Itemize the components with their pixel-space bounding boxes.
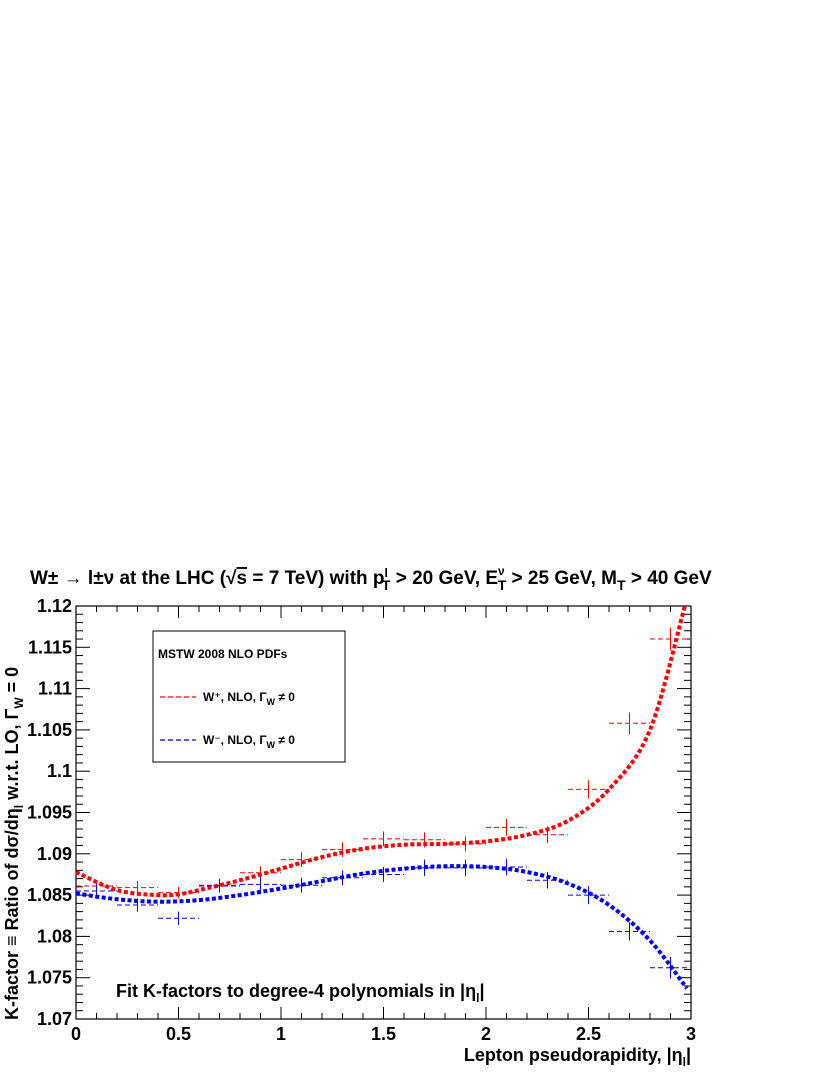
y-tick-label: 1.11	[38, 679, 72, 699]
data-point-wminus	[650, 957, 691, 979]
data-point-wplus	[527, 826, 568, 844]
data-point-wminus	[568, 886, 609, 905]
y-axis-ticks: 1.07 1.075 1.08 1.085 1.09 1.095 1.1 1.105 1.11 1…	[27, 596, 691, 1029]
y-tick-label: 1.12	[37, 596, 72, 616]
y-tick-label: 1.1	[47, 761, 72, 781]
data-point-wminus	[322, 870, 363, 886]
y-tick-label: 1.095	[27, 803, 72, 823]
y-tick-label: 1.105	[27, 720, 72, 740]
data-point-wminus	[609, 922, 650, 941]
data-point-wplus	[322, 842, 363, 858]
chart-title: W± → l±ν at the LHC (√s = 7 TeV) with pl…	[30, 564, 712, 593]
fit-curves	[75, 605, 689, 990]
data-point-wplus	[609, 712, 650, 735]
data-point-wminus	[199, 879, 240, 893]
data-point-wplus	[117, 881, 158, 895]
x-tick-label: 1	[276, 1024, 286, 1044]
y-tick-label: 1.07	[37, 1009, 72, 1029]
x-tick-label: 1.5	[371, 1024, 396, 1044]
legend-label-wplus: W⁺, NLO, ΓW ≠ 0	[203, 690, 295, 707]
data-points	[76, 627, 691, 979]
data-point-wminus	[158, 911, 199, 925]
x-axis-label: Lepton pseudorapidity, |ηl|	[464, 1045, 691, 1069]
y-tick-label: 1.08	[37, 926, 72, 946]
x-tick-label: 0	[71, 1024, 81, 1044]
data-point-wplus	[363, 831, 404, 847]
data-point-wminus	[404, 859, 445, 877]
data-point-wminus	[281, 877, 322, 893]
data-point-wplus	[281, 852, 322, 868]
data-point-wminus	[445, 859, 486, 877]
data-point-wminus	[76, 884, 117, 898]
x-tick-label: 0.5	[166, 1024, 191, 1044]
y-tick-label: 1.075	[27, 968, 72, 988]
fit-curve-wplus	[75, 605, 687, 898]
data-point-wplus	[445, 836, 486, 852]
y-tick-label: 1.09	[37, 844, 72, 864]
data-point-wplus	[650, 627, 691, 651]
x-tick-label: 2.5	[576, 1024, 601, 1044]
data-point-wplus	[404, 832, 445, 848]
y-axis-label: K-factor ≡ Ratio of dσ/dηl w.r.t. LO, ΓW…	[2, 667, 26, 1020]
x-tick-label: 2	[481, 1024, 491, 1044]
x-tick-label: 3	[686, 1024, 696, 1044]
fit-annotation: Fit K-factors to degree-4 polynomials in…	[116, 981, 484, 1005]
y-tick-label: 1.115	[28, 637, 72, 657]
data-point-wminus	[117, 898, 158, 912]
legend-label-wminus: W⁻, NLO, ΓW ≠ 0	[203, 733, 295, 750]
data-point-wminus	[527, 871, 568, 889]
data-point-wminus	[486, 858, 527, 876]
data-point-wplus	[158, 886, 199, 899]
fit-curve-wminus	[75, 864, 689, 990]
data-point-wminus	[240, 876, 281, 892]
data-point-wplus	[486, 819, 527, 836]
legend-title: MSTW 2008 NLO PDFs	[158, 647, 288, 661]
legend: MSTW 2008 NLO PDFs W⁺, NLO, ΓW ≠ 0 W⁻, N…	[152, 630, 346, 763]
data-point-wminus	[363, 867, 404, 882]
y-tick-label: 1.085	[27, 885, 72, 905]
data-point-wplus	[568, 780, 609, 799]
x-axis-ticks: 0 0.5 1 1.5 2 2.5 3	[71, 606, 696, 1044]
